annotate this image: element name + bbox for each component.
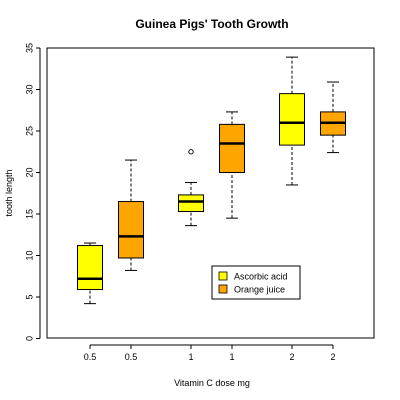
box-group xyxy=(320,81,346,154)
box-iqr xyxy=(279,93,305,146)
legend-swatch-ascorbic-acid xyxy=(218,271,228,281)
x-tick-label: 0.5 xyxy=(125,352,138,362)
legend-swatch-orange-juice xyxy=(218,284,228,294)
box-group xyxy=(279,56,305,186)
y-axis: 0 5 10 15 20 25 30 35 xyxy=(24,43,41,341)
x-tick-label: 1 xyxy=(188,352,193,362)
y-tick-label: 30 xyxy=(24,84,34,94)
box-group xyxy=(77,242,103,305)
box-group xyxy=(118,159,144,271)
box-iqr xyxy=(178,194,204,213)
y-tick-label: 0 xyxy=(24,336,34,341)
box-iqr xyxy=(219,123,245,173)
box-iqr xyxy=(77,245,103,291)
boxes xyxy=(77,56,346,305)
box-outlier xyxy=(188,149,194,155)
legend-label-ascorbic-acid: Ascorbic acid xyxy=(234,272,288,282)
x-tick-label: 1 xyxy=(229,352,234,362)
box-iqr xyxy=(118,201,144,259)
y-tick-label: 10 xyxy=(24,250,34,260)
y-axis-label: tooth length xyxy=(4,169,14,216)
x-tick-label: 0.5 xyxy=(84,352,97,362)
chart-title: Guinea Pigs' Tooth Growth xyxy=(135,17,288,31)
legend-frame xyxy=(211,265,301,300)
box-group xyxy=(178,149,204,227)
plot-frame xyxy=(46,47,375,339)
x-axis-label: Vitamin C dose mg xyxy=(174,378,250,388)
x-axis: 0.5 0.5 1 1 2 2 xyxy=(84,344,336,362)
box-group xyxy=(219,111,245,219)
x-tick-label: 2 xyxy=(330,352,335,362)
legend-label-orange-juice: Orange juice xyxy=(234,285,285,295)
y-tick-label: 5 xyxy=(24,294,34,299)
x-tick-label: 2 xyxy=(289,352,294,362)
y-tick-label: 15 xyxy=(24,209,34,219)
y-tick-label: 35 xyxy=(24,43,34,53)
y-tick-label: 20 xyxy=(24,167,34,177)
legend: Ascorbic acid Orange juice xyxy=(211,265,301,300)
y-tick-label: 25 xyxy=(24,126,34,136)
